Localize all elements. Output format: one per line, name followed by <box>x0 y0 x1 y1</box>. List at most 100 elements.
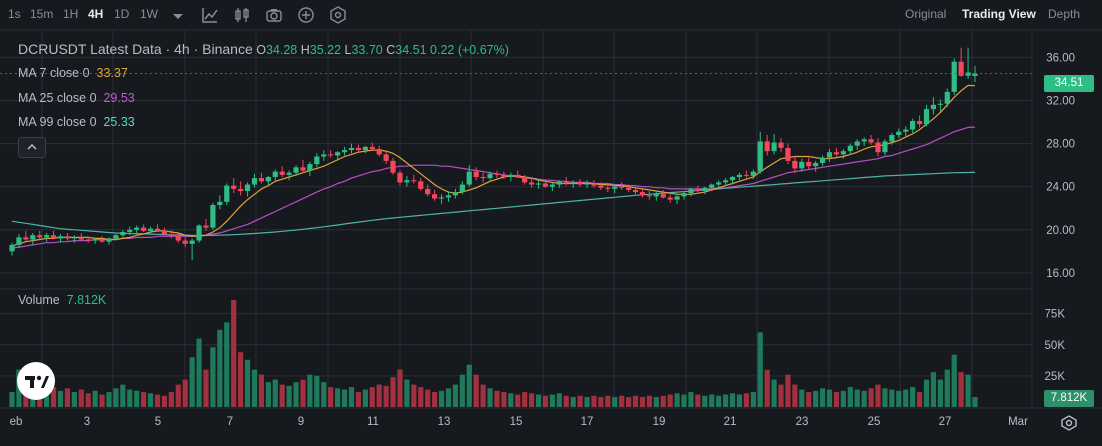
volume-bar <box>141 392 147 407</box>
timeframe-1h[interactable]: 1H <box>63 7 79 21</box>
volume-bar <box>71 392 77 407</box>
candle-body <box>639 192 646 196</box>
price-tick-label: 32.00 <box>1046 96 1075 108</box>
candle-type-icon[interactable] <box>232 5 252 25</box>
volume-bar <box>362 389 368 407</box>
timeframe-1w[interactable]: 1W <box>140 7 158 21</box>
candle-body <box>438 197 445 199</box>
candle-body <box>106 238 112 242</box>
volume-bar <box>501 392 507 407</box>
volume-bar <box>743 393 749 407</box>
candle-body <box>300 167 306 171</box>
volume-bar <box>161 395 168 407</box>
candle-body <box>508 174 514 178</box>
candle-body <box>57 236 64 239</box>
volume-bar <box>314 375 320 407</box>
timeframe-4h[interactable]: 4H <box>88 7 104 21</box>
candle-body <box>542 183 549 187</box>
volume-bar <box>612 397 618 407</box>
time-tick-label: 15 <box>510 416 523 428</box>
volume-tick-label: 50K <box>1045 340 1066 352</box>
volume-bar <box>113 388 119 407</box>
candle-body <box>459 184 465 193</box>
tradingview-logo <box>17 362 55 400</box>
candle-body <box>425 188 431 195</box>
chevron-up-icon <box>27 143 37 150</box>
time-tick-label: 23 <box>796 416 809 428</box>
candle-body <box>923 109 930 125</box>
candle-body <box>328 154 334 156</box>
volume-bar <box>175 384 181 407</box>
candle-body <box>141 227 147 231</box>
time-tick-label: 17 <box>581 416 594 428</box>
collapse-legend-button[interactable] <box>18 137 46 158</box>
volume-bar <box>445 388 452 407</box>
volume-bar <box>397 369 403 407</box>
timeframe-15m[interactable]: 15m <box>30 7 54 21</box>
candle-body <box>404 180 410 183</box>
volume-bar <box>778 384 784 407</box>
chart-toolbar: 1s 15m 1H 4H 1D 1W Original Trading View… <box>0 0 1102 30</box>
volume-bar <box>459 374 465 407</box>
ma7-label: MA 7 close 0 <box>18 66 90 80</box>
volume-bar <box>106 392 112 407</box>
camera-icon[interactable] <box>264 5 284 25</box>
candle-body <box>584 183 590 185</box>
add-icon[interactable] <box>296 5 316 25</box>
settings-hex-icon[interactable] <box>328 5 348 25</box>
candle-body <box>889 134 895 142</box>
candle-body <box>411 180 417 182</box>
candle-body <box>660 194 666 198</box>
price-tick-label: 20.00 <box>1046 225 1075 237</box>
candle-body <box>71 237 77 239</box>
volume-bar <box>196 338 202 407</box>
low-value: 33.70 <box>351 43 383 57</box>
volume-bar <box>168 392 174 407</box>
volume-bar <box>85 393 91 407</box>
timeframe-dropdown-icon[interactable] <box>168 5 188 25</box>
ma25-line <box>11 126 976 249</box>
timeframe-1d[interactable]: 1D <box>114 7 130 21</box>
volume-bar <box>771 379 777 407</box>
time-tick-label: 7 <box>227 416 233 428</box>
volume-bar <box>57 390 64 407</box>
candle-body <box>376 148 382 155</box>
candle-body <box>265 177 271 182</box>
volume-bar <box>889 389 895 407</box>
volume-bar <box>896 390 902 407</box>
last-volume-tag: 7.812K <box>1044 390 1094 407</box>
view-depth-tab[interactable]: Depth <box>1048 7 1081 21</box>
view-original-tab[interactable]: Original <box>905 7 947 21</box>
volume-bar <box>709 394 715 407</box>
indicators-icon[interactable] <box>200 5 220 25</box>
view-trading-view-tab[interactable]: Trading View <box>962 7 1036 21</box>
price-axis: 16.00 20.00 24.00 28.00 32.00 36.00 <box>1046 52 1075 280</box>
chart-settings-icon[interactable] <box>1058 414 1080 432</box>
candle-body <box>418 181 424 189</box>
volume-bar <box>272 379 278 407</box>
candle-body <box>875 142 881 153</box>
candle-body <box>868 139 874 143</box>
candle-body <box>896 131 902 135</box>
candle-body <box>307 164 313 171</box>
volume-bar <box>923 379 930 407</box>
volume-bar <box>258 374 265 407</box>
volume-bar <box>348 387 355 407</box>
volume-bar <box>515 394 521 407</box>
candle-body <box>515 174 521 178</box>
volume-bar <box>238 352 244 407</box>
candle-body <box>258 178 265 182</box>
volume-bar <box>688 392 694 407</box>
volume-bar <box>452 384 458 407</box>
candle-body <box>757 141 763 172</box>
time-axis: eb 3 5 7 9 11 13 15 17 19 21 23 25 27 Mar <box>10 416 1028 428</box>
volume-bar <box>147 393 154 407</box>
volume-bar <box>127 389 133 407</box>
candle-body <box>785 147 791 161</box>
volume-bar <box>383 385 389 407</box>
candle-body <box>854 141 860 146</box>
timeframe-1s[interactable]: 1s <box>8 7 21 21</box>
candle-body <box>397 172 403 183</box>
volume-bar <box>189 357 195 407</box>
